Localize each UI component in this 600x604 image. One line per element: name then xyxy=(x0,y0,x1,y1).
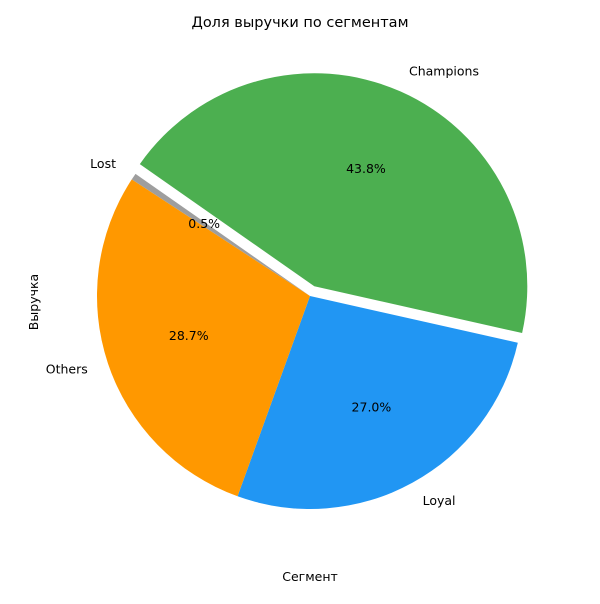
slice-label-lost: Lost xyxy=(90,156,116,171)
pie-slice-loyal xyxy=(237,296,518,509)
slice-percent-lost: 0.5% xyxy=(188,216,220,231)
pie-slice-lost xyxy=(131,173,310,296)
x-axis-label: Сегмент xyxy=(282,569,338,584)
y-axis-label: Выручка xyxy=(26,273,41,331)
slice-percent-champions: 43.8% xyxy=(346,161,386,176)
slice-percent-loyal: 27.0% xyxy=(352,400,392,415)
pie-slice-champions xyxy=(139,73,528,334)
chart-title: Доля выручки по сегментам xyxy=(191,15,409,31)
slice-label-others: Others xyxy=(46,362,88,377)
slice-label-champions: Champions xyxy=(409,63,479,78)
slice-label-loyal: Loyal xyxy=(423,493,456,508)
pie-slice-others xyxy=(96,179,311,497)
slice-percent-others: 28.7% xyxy=(169,328,209,343)
